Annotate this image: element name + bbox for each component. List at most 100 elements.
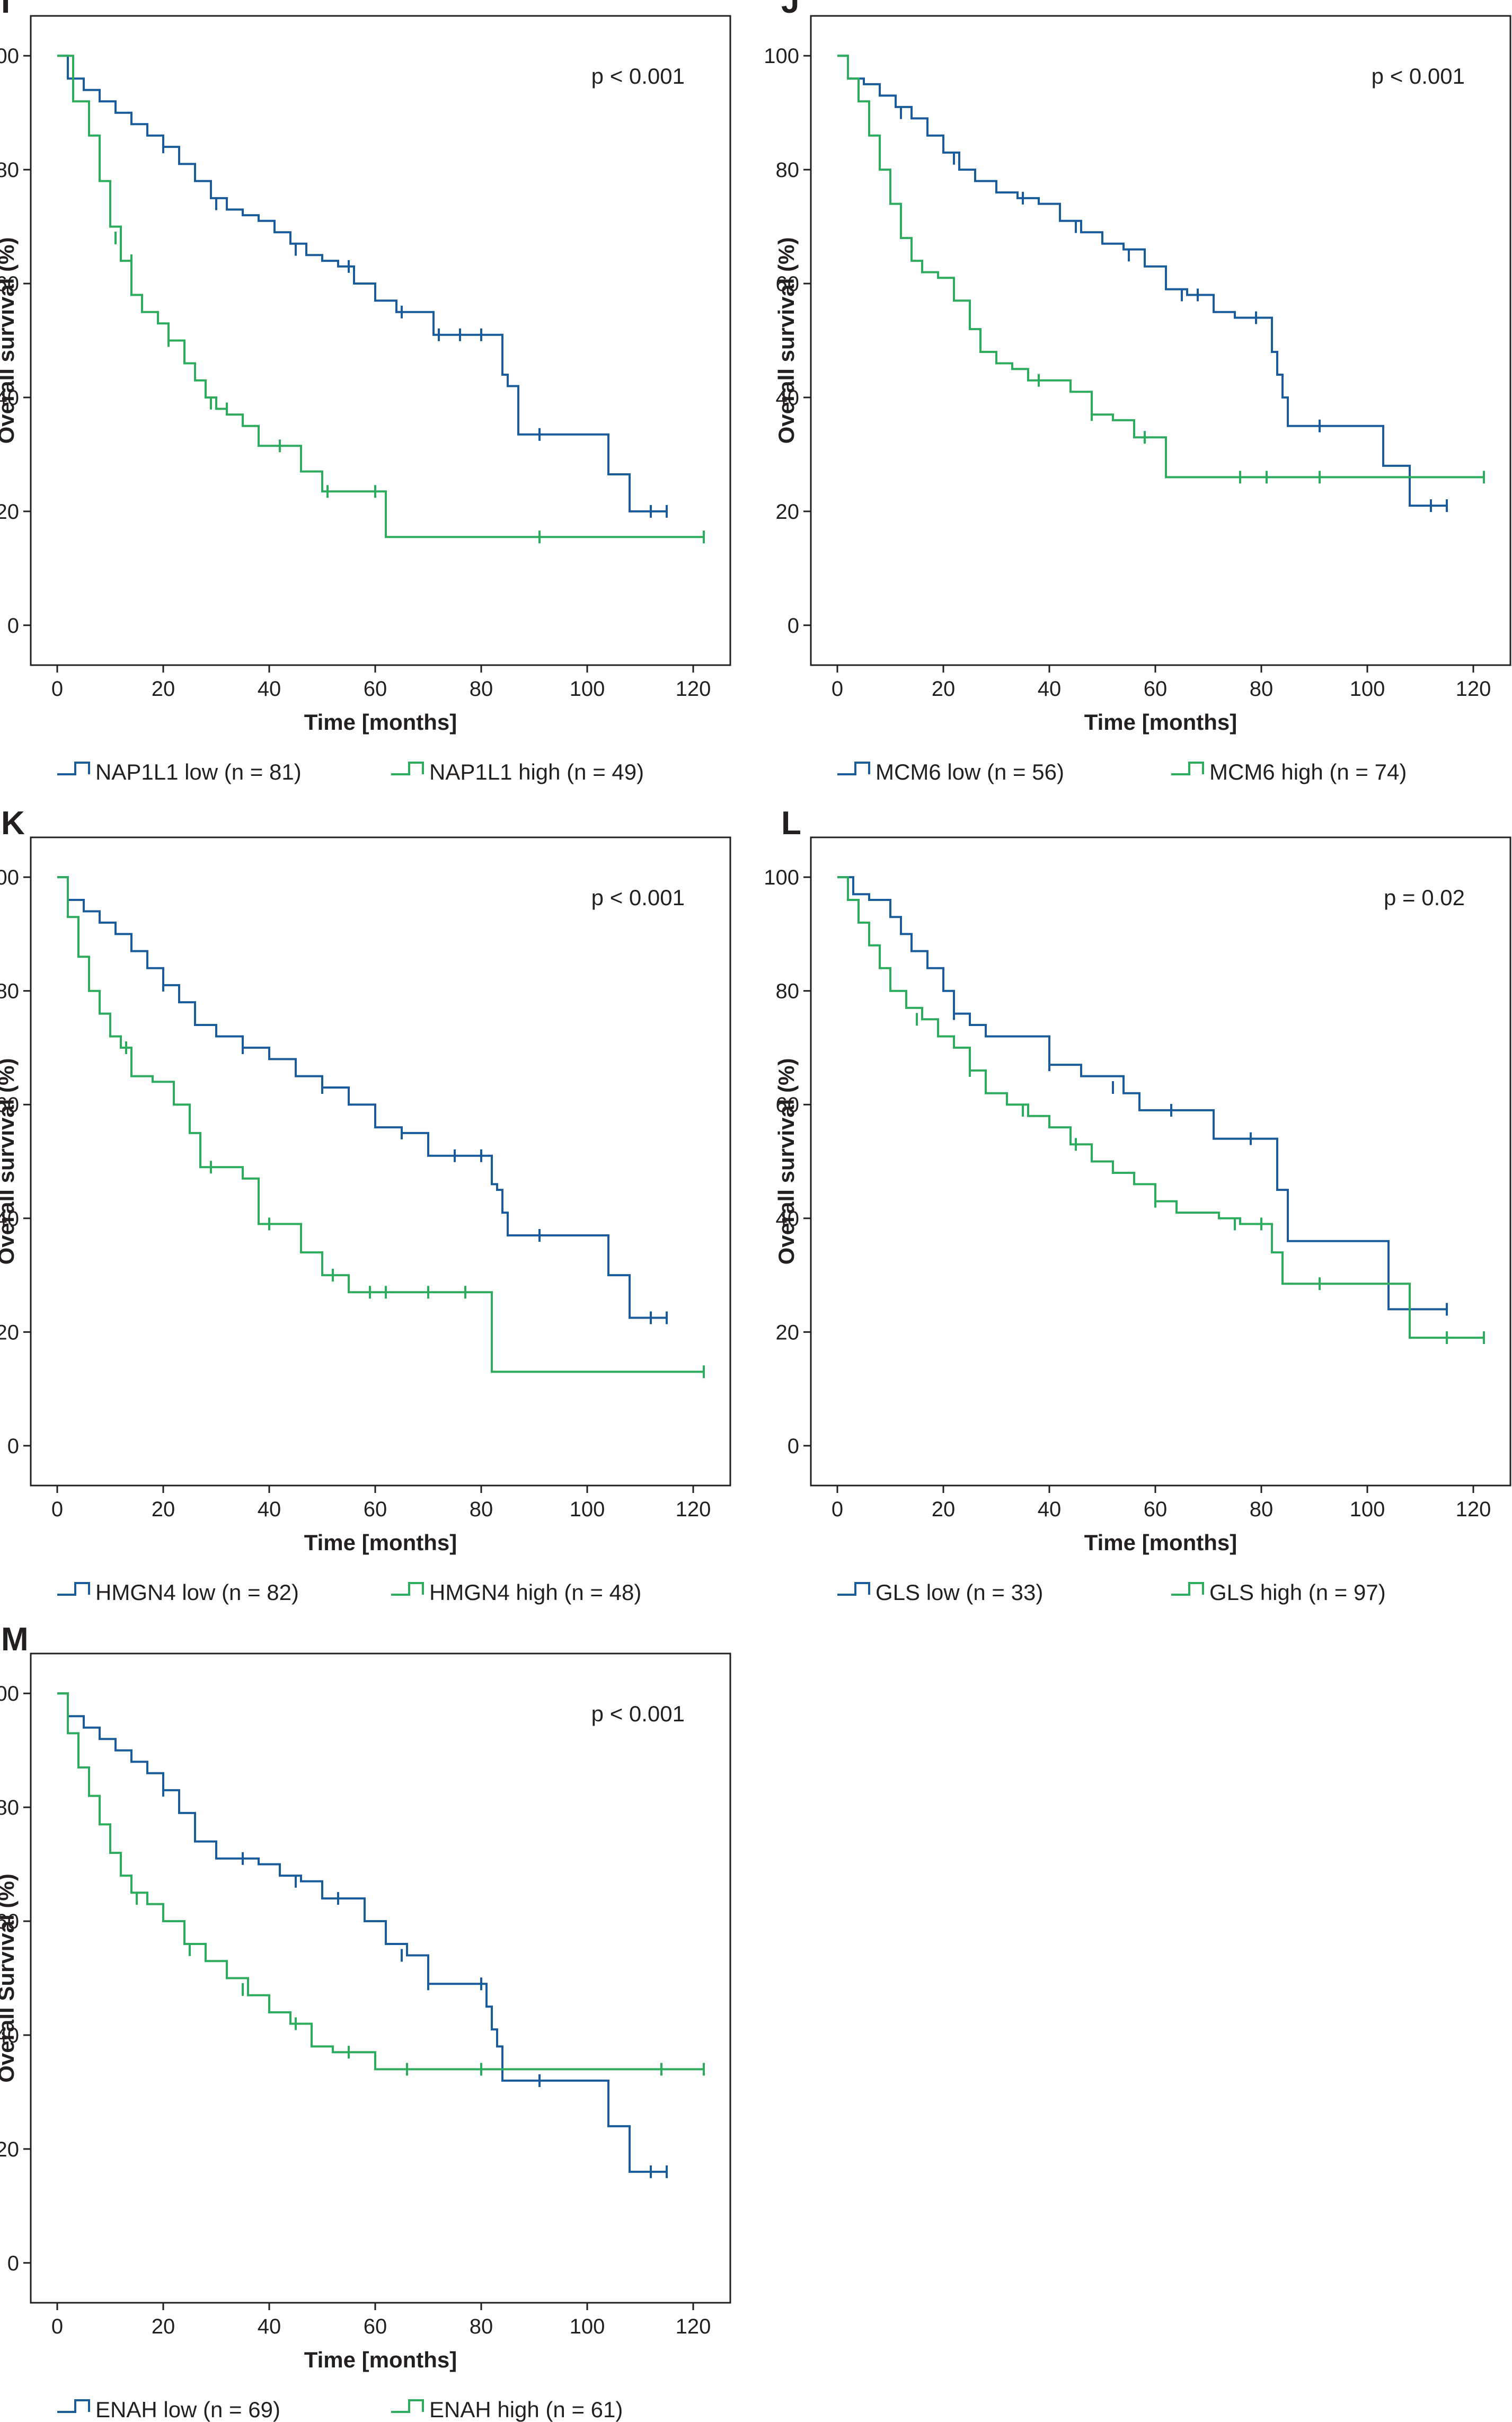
panel-label: I [1,0,10,20]
x-tick-label: 80 [470,2315,493,2338]
x-tick-label: 60 [364,1498,387,1521]
y-tick-label: 80 [776,980,800,1003]
y-tick-label: 60 [0,1093,19,1117]
y-tick-label: 100 [764,45,799,68]
series-line-high [837,876,1484,1339]
y-tick-label: 40 [776,1207,800,1231]
legend-swatch-high [391,1582,424,1596]
y-tick-label: 0 [7,2252,19,2275]
x-tick-label: 120 [676,2315,711,2338]
y-axis-title: Overall Survival (%) [0,1873,19,2083]
x-tick-label: 20 [152,1498,175,1521]
plot-frame [30,1652,731,2304]
series-line-low [57,1692,667,2173]
y-tick-label: 0 [7,614,19,638]
y-tick-label: 0 [7,1435,19,1458]
legend-swatch-low [837,762,870,775]
y-tick-label: 80 [776,158,800,182]
plot-frame [30,15,731,666]
p-value: p < 0.001 [591,64,685,89]
x-tick-label: 80 [470,1498,493,1521]
legend-swatch-low [57,762,90,775]
legend-label-high: MCM6 high (n = 74) [1209,759,1407,784]
x-axis-title: Time [months] [1084,1530,1237,1555]
km-panel-l: L 0 20 40 60 80 100 120 0 20 40 60 80 100 Time [months… [764,805,1511,1605]
plot-frame [30,836,731,1487]
y-tick-label: 20 [776,1321,800,1344]
y-tick-label: 100 [764,866,799,889]
x-tick-label: 120 [676,1498,711,1521]
y-tick-label: 60 [776,1093,800,1117]
x-tick-label: 100 [570,2315,605,2338]
x-axis-title: Time [months] [304,1530,457,1555]
x-tick-label: 20 [932,1498,956,1521]
y-tick-label: 20 [0,2138,19,2161]
panel-label: J [781,0,799,20]
x-tick-label: 80 [470,677,493,701]
x-tick-label: 20 [932,677,956,701]
panel-label: L [781,805,801,842]
y-tick-label: 40 [776,386,800,410]
legend-swatch-high [391,2399,424,2413]
panel-label: K [1,805,25,842]
legend-label-low: GLS low (n = 33) [876,1580,1043,1605]
legend-label-high: GLS high (n = 97) [1209,1580,1386,1605]
plot-frame [810,15,1511,666]
x-tick-label: 20 [152,677,175,701]
y-tick-label: 100 [0,1682,19,1705]
x-tick-label: 40 [258,677,281,701]
y-tick-label: 100 [0,45,19,68]
y-axis-title: Overall survival (%) [774,1058,799,1265]
x-tick-label: 80 [1250,1498,1274,1521]
legend-label-high: NAP1L1 high (n = 49) [429,759,644,784]
x-tick-label: 40 [1038,677,1062,701]
y-tick-label: 0 [788,614,799,638]
x-tick-label: 100 [1350,1498,1385,1521]
x-tick-label: 100 [1350,677,1385,701]
y-tick-label: 80 [0,980,19,1003]
series-line-high [57,1692,704,2071]
legend-label-low: MCM6 low (n = 56) [876,759,1064,784]
plot-frame [810,836,1511,1487]
x-tick-label: 120 [1456,677,1491,701]
legend-label-low: ENAH low (n = 69) [95,2397,280,2422]
legend-swatch-low [57,1582,90,1596]
series-line-low [57,55,667,512]
x-tick-label: 40 [258,1498,281,1521]
x-tick-label: 100 [570,677,605,701]
x-tick-label: 0 [51,2315,63,2338]
p-value: p < 0.001 [591,1701,685,1726]
series-line-low [837,876,1447,1311]
km-panel-k: K 0 20 40 60 80 100 120 0 20 40 60 80 100 Time [months… [0,805,731,1605]
x-tick-label: 0 [51,677,63,701]
y-tick-label: 20 [776,500,800,524]
y-tick-label: 80 [0,158,19,182]
series-line-high [57,876,704,1373]
x-tick-label: 40 [1038,1498,1062,1521]
x-tick-label: 0 [832,1498,843,1521]
legend-swatch-high [391,762,424,775]
y-tick-label: 20 [0,500,19,524]
x-tick-label: 60 [364,677,387,701]
legend-swatch-low [57,2399,90,2413]
x-tick-label: 60 [1144,677,1168,701]
legend-swatch-low [837,1582,870,1596]
x-tick-label: 100 [570,1498,605,1521]
y-tick-label: 0 [788,1435,799,1458]
y-tick-label: 100 [0,866,19,889]
x-axis-title: Time [months] [304,2347,457,2372]
p-value: p < 0.001 [1372,64,1465,89]
y-tick-label: 60 [776,272,800,296]
legend-label-low: HMGN4 low (n = 82) [95,1580,299,1605]
series-line-high [837,55,1484,479]
x-tick-label: 120 [676,677,711,701]
legend-swatch-high [1171,1582,1204,1596]
x-tick-label: 120 [1456,1498,1491,1521]
p-value: p < 0.001 [591,885,685,910]
km-panel-m: M 0 20 40 60 80 100 120 0 20 40 60 80 100 Time [months… [0,1621,731,2422]
y-tick-label: 20 [0,1321,19,1344]
series-line-high [57,55,704,538]
x-tick-label: 80 [1250,677,1274,701]
series-line-low [837,55,1447,507]
